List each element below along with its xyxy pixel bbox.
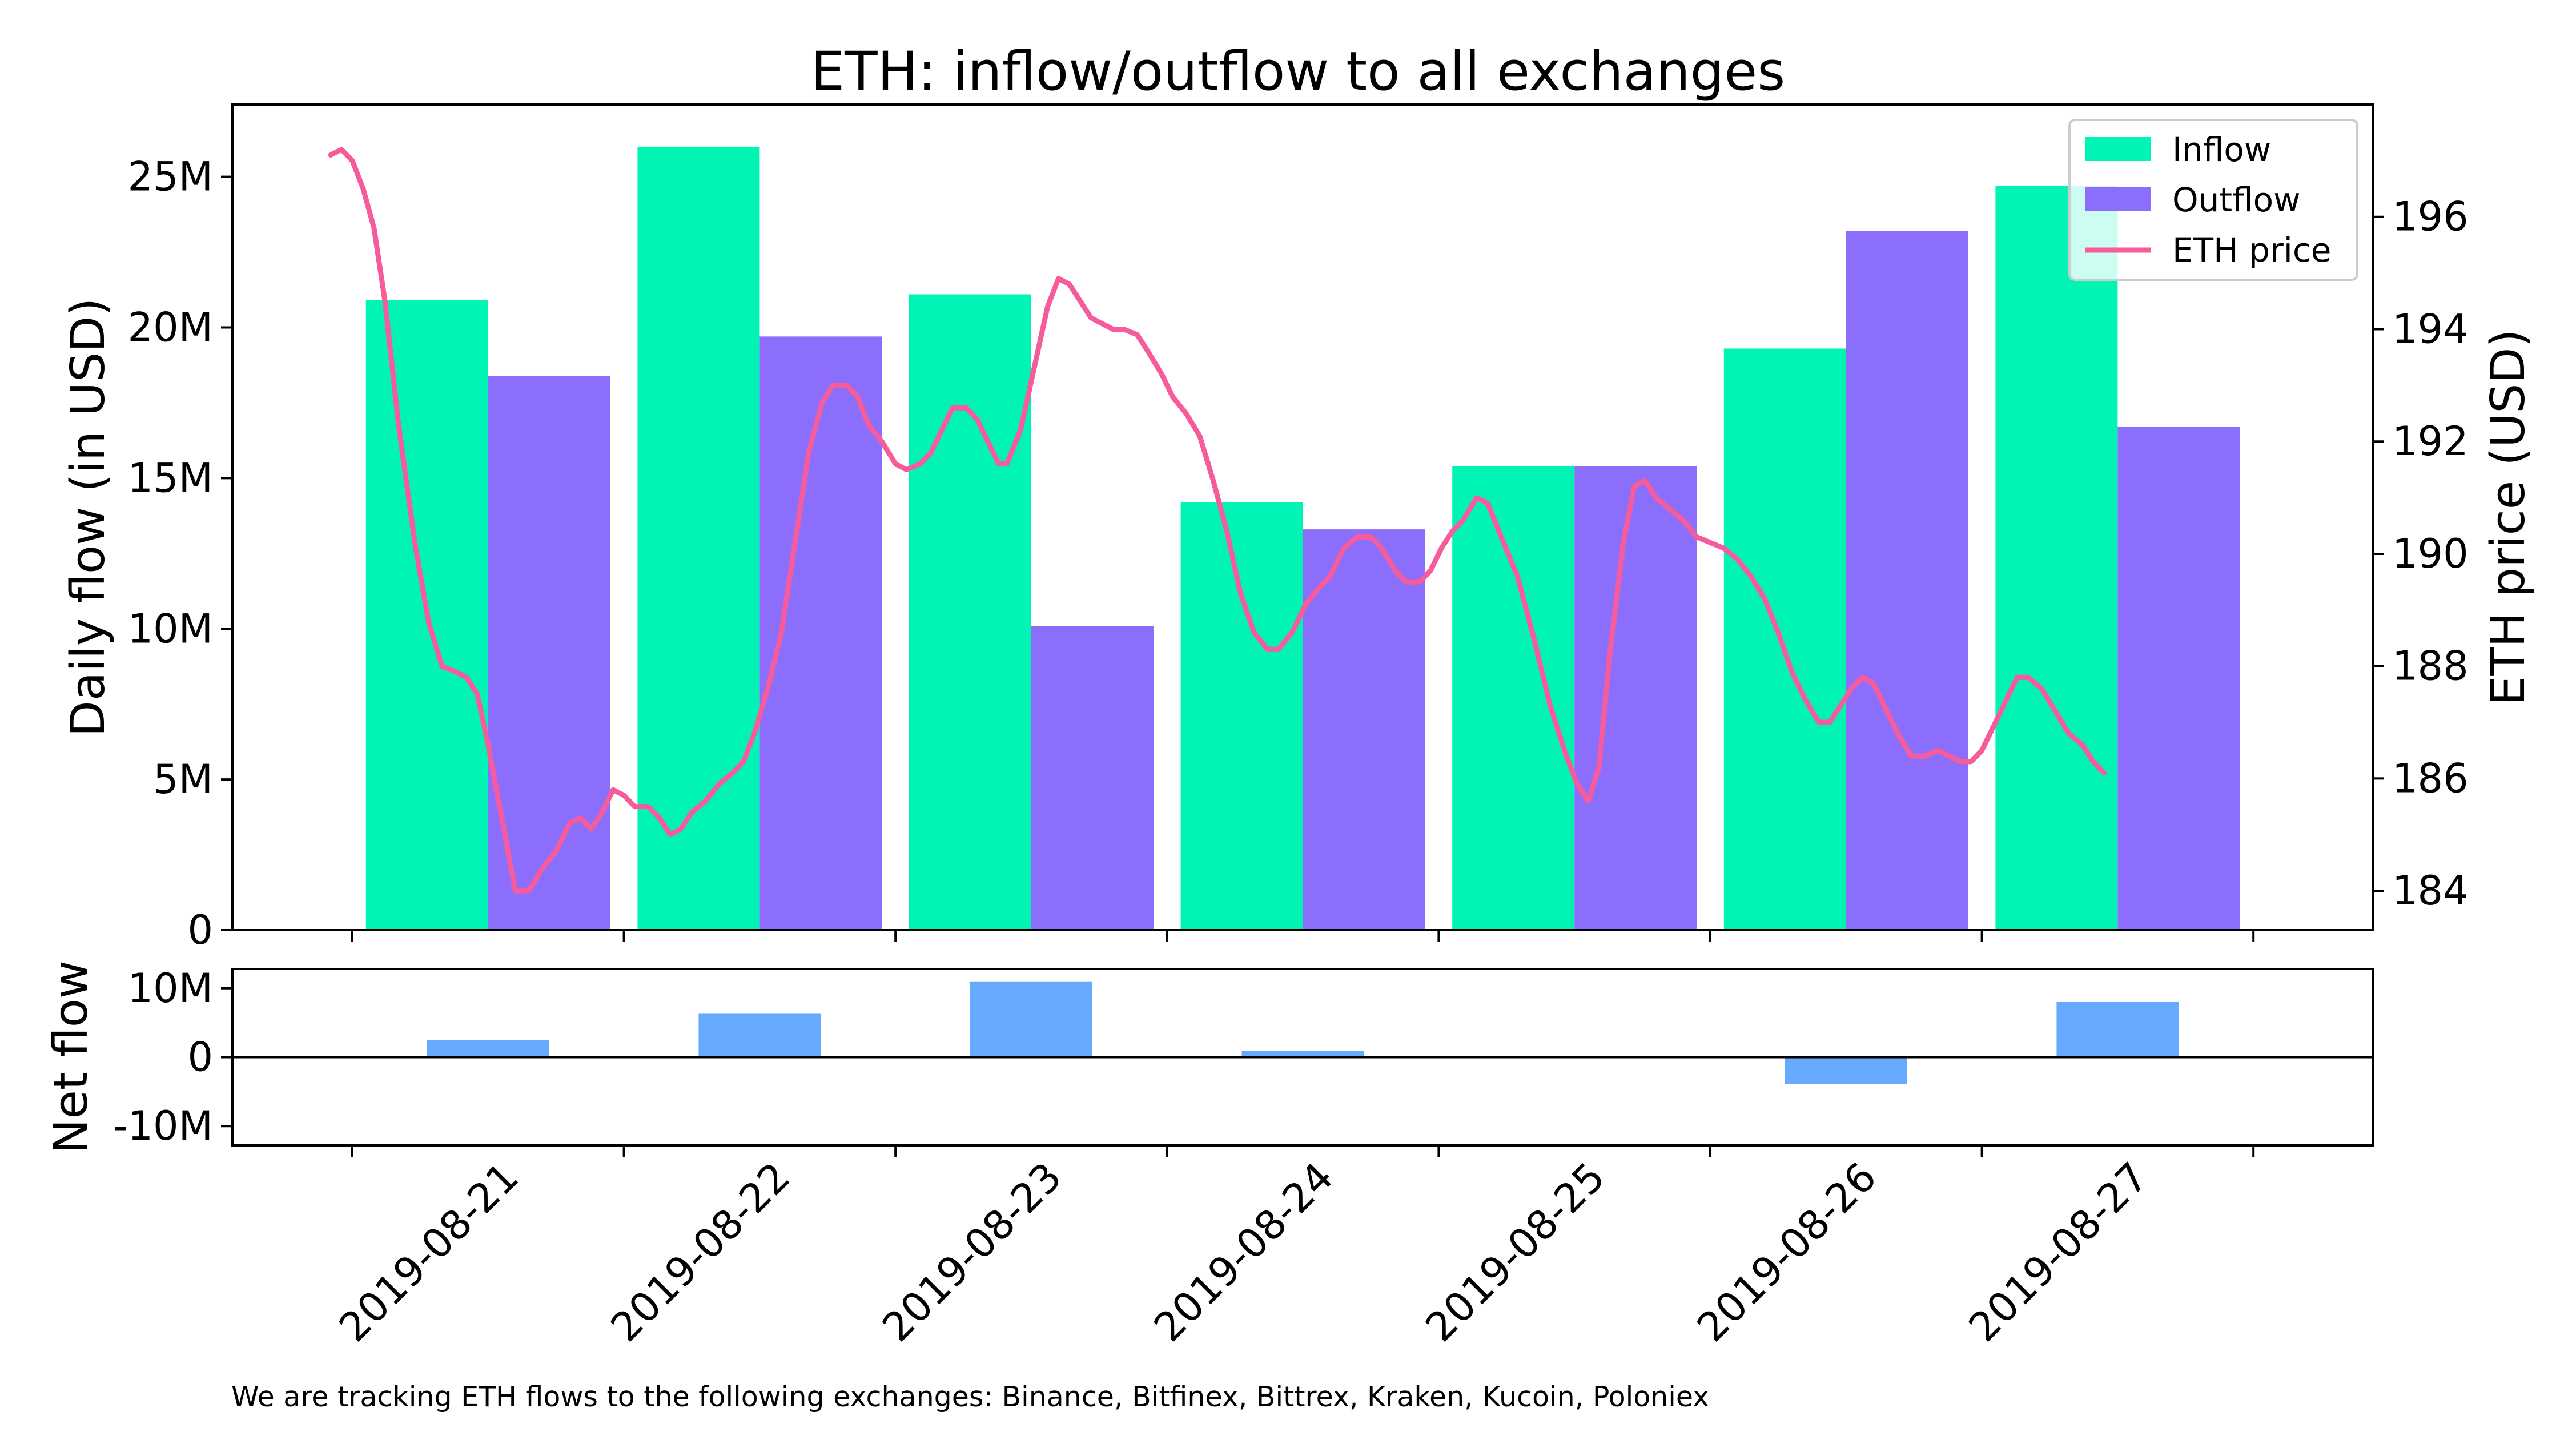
inflow-bar-2019-08-26 bbox=[1723, 348, 1846, 930]
exchange-footnote: We are tracking ETH flows to the followi… bbox=[231, 1381, 1709, 1413]
netflow-y-tick-label: -10M bbox=[113, 1103, 213, 1149]
left-y-tick-label: 10M bbox=[128, 605, 213, 652]
netflow-y-axis-title: Net flow bbox=[44, 960, 98, 1154]
inflow-bar-2019-08-22 bbox=[637, 146, 760, 931]
outflow-bar-2019-08-26 bbox=[1846, 231, 1968, 930]
outflow-bar-2019-08-22 bbox=[759, 336, 882, 930]
outflow-bar-2019-08-21 bbox=[488, 375, 610, 930]
outflow-bar-2019-08-23 bbox=[1031, 625, 1154, 930]
x-tick-label: 2019-08-22 bbox=[602, 1153, 799, 1351]
eth-price-line bbox=[328, 147, 2107, 894]
netflow-bar-2019-08-26 bbox=[1785, 1057, 1907, 1084]
right-y-axis-title: ETH price (USD) bbox=[2481, 329, 2535, 706]
netflow-bar-2019-08-23 bbox=[970, 981, 1092, 1057]
right-y-tick-label: 194 bbox=[2392, 305, 2469, 352]
x-axis-tick-labels: 2019-08-21 2019-08-22 2019-08-23 2019-08-24… bbox=[330, 1153, 2157, 1351]
legend-inflow-label: Inflow bbox=[2172, 130, 2271, 169]
lower-netflow-panel: 10M 0 -10M Net flow bbox=[44, 960, 2374, 1157]
x-tick-label: 2019-08-21 bbox=[330, 1153, 528, 1351]
inflow-bar-2019-08-23 bbox=[909, 294, 1031, 931]
netflow-bar-2019-08-22 bbox=[698, 1013, 821, 1057]
left-y-tick-label: 0 bbox=[187, 907, 213, 954]
netflow-bar-2019-08-27 bbox=[2056, 1001, 2179, 1057]
legend-inflow-swatch bbox=[2085, 137, 2151, 161]
left-y-tick-label: 15M bbox=[128, 455, 213, 501]
outflow-bar-2019-08-24 bbox=[1303, 529, 1425, 930]
x-tick-label: 2019-08-27 bbox=[1960, 1153, 2157, 1351]
chart-title: ETH: inflow/outflow to all exchanges bbox=[811, 41, 1785, 103]
left-y-tick-label: 5M bbox=[153, 756, 213, 803]
legend-outflow-swatch bbox=[2085, 187, 2151, 211]
inflow-bar-2019-08-25 bbox=[1452, 466, 1575, 930]
netflow-bar-2019-08-21 bbox=[427, 1040, 549, 1057]
legend-outflow-label: Outflow bbox=[2172, 180, 2301, 219]
x-tick-label: 2019-08-26 bbox=[1688, 1153, 1886, 1351]
outflow-bar-2019-08-27 bbox=[2117, 427, 2240, 930]
right-y-tick-label: 190 bbox=[2392, 530, 2469, 577]
left-y-tick-label: 20M bbox=[128, 304, 213, 351]
upper-flow-panel: 0 5M 10M 15M 20M 25M 184 186 188 190 192 194 196 Dail… bbox=[61, 103, 2535, 954]
left-y-axis-title: Daily flow (in USD) bbox=[61, 298, 115, 737]
inflow-bar-2019-08-27 bbox=[1995, 186, 2118, 931]
netflow-y-tick-label: 10M bbox=[128, 965, 213, 1012]
legend-eth-price-label: ETH price bbox=[2172, 231, 2331, 270]
inflow-bar-2019-08-24 bbox=[1180, 502, 1303, 930]
right-y-tick-label: 192 bbox=[2392, 418, 2469, 465]
x-tick-label: 2019-08-24 bbox=[1145, 1153, 1343, 1351]
x-tick-label: 2019-08-23 bbox=[873, 1153, 1071, 1351]
upper-plot-frame bbox=[231, 103, 2374, 931]
right-y-tick-label: 196 bbox=[2392, 194, 2469, 240]
left-y-tick-label: 25M bbox=[128, 154, 213, 200]
netflow-bar-2019-08-24 bbox=[1241, 1051, 1364, 1057]
x-tick-label: 2019-08-25 bbox=[1417, 1153, 1614, 1351]
netflow-y-tick-label: 0 bbox=[187, 1034, 213, 1081]
outflow-bar-2019-08-25 bbox=[1574, 466, 1697, 930]
right-y-tick-label: 188 bbox=[2392, 643, 2469, 690]
right-y-tick-label: 186 bbox=[2392, 755, 2469, 802]
right-y-tick-label: 184 bbox=[2392, 867, 2469, 914]
